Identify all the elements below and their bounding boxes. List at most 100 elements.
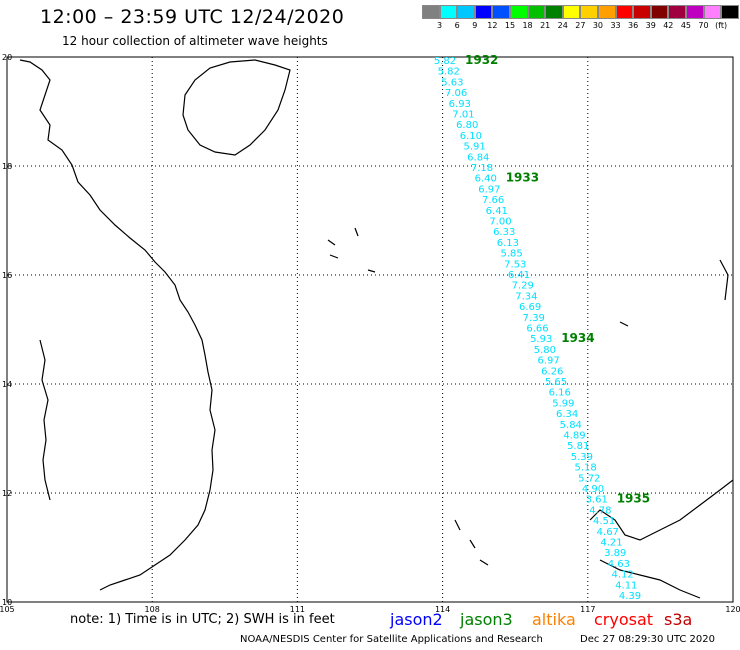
x-tick-label: 108 (145, 605, 160, 614)
wave-height-label: 7.06 (445, 88, 467, 99)
wave-height-label: 7.00 (489, 217, 511, 228)
wave-height-label: 4.67 (597, 527, 619, 538)
x-tick-label: 117 (580, 605, 595, 614)
time-label: 1935 (617, 492, 650, 506)
wave-height-label: 6.41 (508, 270, 530, 281)
legend-label: 27 (575, 21, 586, 30)
legend-label: 30 (592, 21, 604, 30)
wave-height-label: 4.39 (619, 591, 641, 602)
legend-swatch (580, 5, 598, 19)
footer-timestamp: Dec 27 08:29:30 UTC 2020 (580, 634, 715, 645)
satellite-jason3: jason3 (460, 610, 513, 629)
wave-height-label: 5.93 (530, 334, 552, 345)
wave-height-label: 4.89 (563, 431, 585, 442)
wave-height-label: 7.53 (504, 259, 526, 270)
wave-height-label: 6.97 (537, 356, 559, 367)
legend-swatch (633, 5, 651, 19)
y-tick-label: 14 (2, 380, 12, 389)
wave-height-label: 5.85 (500, 249, 522, 260)
axis-tick-labels: 105 108 111 114 117 120 20 18 16 14 12 10 (0, 53, 740, 614)
wave-height-label: 5.99 (552, 398, 574, 409)
y-tick-label: 18 (2, 162, 12, 171)
wave-height-label: 6.93 (449, 99, 471, 110)
legend-swatch (721, 5, 739, 19)
legend-label: 3 (437, 21, 443, 30)
y-tick-label: 20 (2, 53, 12, 62)
x-tick-label: 120 (725, 605, 740, 614)
legend-label: 70 (698, 21, 709, 30)
wave-height-label: 6.13 (497, 238, 519, 249)
wave-height-label: 6.66 (526, 324, 548, 335)
wave-height-label: 6.16 (549, 388, 571, 399)
wave-height-label: 4.21 (600, 538, 622, 549)
legend-swatch (668, 5, 686, 19)
satellite-s3a: s3a (664, 610, 693, 629)
legend-swatch (474, 5, 493, 19)
legend-swatch (597, 5, 616, 19)
map-frame (6, 56, 734, 603)
legend-label: 36 (628, 21, 639, 30)
wave-height-label: 6.33 (493, 227, 515, 238)
wave-height-label: 3.61 (586, 495, 608, 506)
wave-height-label: 5.82 (438, 67, 460, 78)
wave-height-label: 6.80 (456, 120, 478, 131)
time-label: 1934 (561, 331, 594, 345)
legend-swatch (685, 5, 704, 19)
wave-height-label: 4.12 (611, 570, 633, 581)
x-tick-label: 105 (0, 605, 15, 614)
legend-label: 21 (540, 21, 551, 30)
wave-height-label: 7.01 (452, 110, 474, 121)
wave-height-label: 6.69 (519, 302, 541, 313)
legend-label: 18 (522, 21, 533, 30)
wave-height-label: 7.18 (471, 163, 493, 174)
legend-label: 45 (680, 21, 691, 30)
wave-height-label: 5.82 (434, 56, 456, 67)
legend-swatch (703, 5, 722, 19)
footer-note: note: 1) Time is in UTC; 2) SWH is in fe… (70, 612, 335, 627)
y-tick-label: 10 (2, 598, 12, 607)
wave-height-label: 4.63 (608, 559, 630, 570)
wave-height-label: 6.34 (556, 409, 578, 420)
wave-height-label: 3.89 (604, 548, 626, 559)
wave-height-label: 5.91 (463, 142, 485, 153)
wave-height-label: 6.41 (486, 206, 508, 217)
legend-swatch (492, 5, 510, 19)
legend-swatch (422, 5, 440, 19)
legend-label: 39 (645, 21, 656, 30)
x-tick-label: 111 (290, 605, 305, 614)
footer-credit: NOAA/NESDIS Center for Satellite Applica… (240, 634, 543, 645)
x-tick-label: 114 (435, 605, 450, 614)
wave-height-label: 6.97 (478, 184, 500, 195)
wave-height-label: 5.65 (545, 377, 567, 388)
legend-swatch (562, 5, 581, 19)
wave-height-label: 6.40 (475, 174, 497, 185)
legend-label: 24 (557, 21, 568, 30)
wave-height-label: 7.39 (523, 313, 545, 324)
wave-height-label: 4.90 (582, 484, 604, 495)
legend-swatch (650, 5, 669, 19)
wave-height-label: 7.34 (515, 291, 537, 302)
wave-height-label: 6.84 (467, 152, 489, 163)
wave-height-label: 5.81 (567, 441, 589, 452)
y-tick-label: 16 (2, 271, 12, 280)
satellite-jason2: jason2 (390, 610, 443, 629)
legend-label: 42 (663, 21, 674, 30)
map-title: 12:00 – 23:59 UTC 12/24/2020 (40, 6, 345, 28)
wave-height-track: 5.825.825.637.066.937.016.806.105.916.84… (434, 53, 650, 602)
wave-height-label: 4.11 (615, 580, 637, 591)
legend-swatch (439, 5, 458, 19)
legend-swatch (457, 5, 475, 19)
legend-swatch (545, 5, 563, 19)
coastlines (19, 59, 734, 599)
wave-height-label: 5.84 (560, 420, 582, 431)
wave-height-label: 5.63 (441, 77, 463, 88)
wave-height-label: 5.39 (571, 452, 593, 463)
y-tick-label: 12 (2, 489, 12, 498)
legend-label: 6 (454, 21, 460, 30)
map-subtitle: 12 hour collection of altimeter wave hei… (62, 34, 328, 48)
wave-height-label: 7.66 (482, 195, 504, 206)
legend-label: 15 (504, 21, 516, 30)
legend-swatch (615, 5, 634, 19)
legend-label: 12 (487, 21, 498, 30)
